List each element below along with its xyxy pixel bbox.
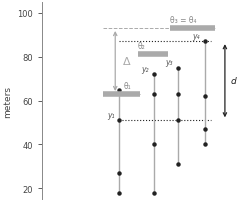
Text: θ₃ = θ₄: θ₃ = θ₄ (170, 16, 197, 25)
Text: Δ: Δ (123, 57, 131, 67)
Text: y₄: y₄ (192, 32, 200, 41)
Text: y₁: y₁ (107, 111, 114, 120)
Y-axis label: meters: meters (3, 85, 12, 117)
Text: θ₂: θ₂ (138, 42, 145, 51)
Text: y₂: y₂ (141, 65, 149, 74)
Text: θ₁: θ₁ (123, 81, 131, 90)
Text: y₃: y₃ (166, 58, 173, 67)
Text: d: d (231, 77, 237, 86)
